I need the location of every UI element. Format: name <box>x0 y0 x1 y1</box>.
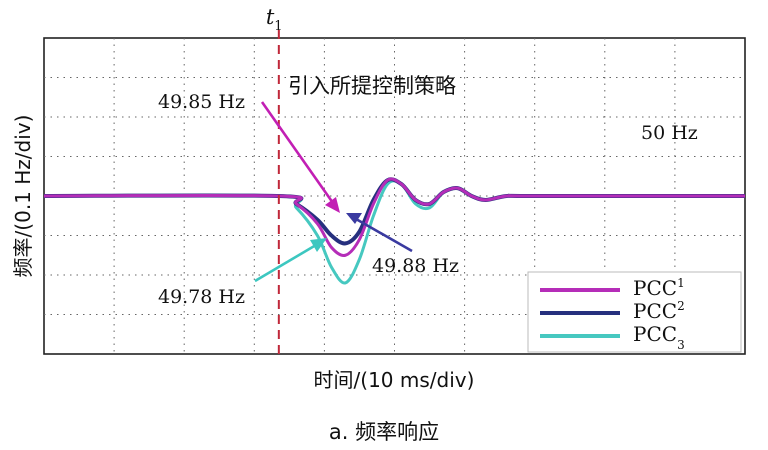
series-line-1 <box>43 177 745 257</box>
callout-label-2: 49.88 Hz <box>372 255 459 277</box>
legend-label-3: PCC3 <box>633 322 685 352</box>
figure-caption: a. 频率响应 <box>329 420 439 444</box>
callout-arrow-3 <box>254 243 317 283</box>
y-axis-label: 频率/(0.1 Hz/div) <box>11 115 35 278</box>
callout-arrowhead-1 <box>325 197 340 213</box>
callout-label-1: 49.85 Hz <box>158 91 245 113</box>
nominal-frequency-label: 50 Hz <box>641 122 698 144</box>
legend: PCC1 PCC2 PCC3 <box>527 271 742 353</box>
grid <box>44 38 745 354</box>
legend-label-1: PCC1 <box>633 276 685 300</box>
legend-label-2: PCC2 <box>633 299 685 323</box>
callout-arrow-1 <box>260 101 335 204</box>
event-marker-label: t1 <box>266 5 283 34</box>
x-axis-label: 时间/(10 ms/div) <box>314 368 475 392</box>
callout-arrow-2 <box>355 217 413 253</box>
annotation-text: 引入所提控制策略 <box>288 74 456 98</box>
callout-arrowhead-2 <box>346 213 362 224</box>
callout-arrowhead-3 <box>310 238 327 252</box>
series-layer <box>43 177 745 285</box>
callout-label-3: 49.78 Hz <box>158 286 245 308</box>
